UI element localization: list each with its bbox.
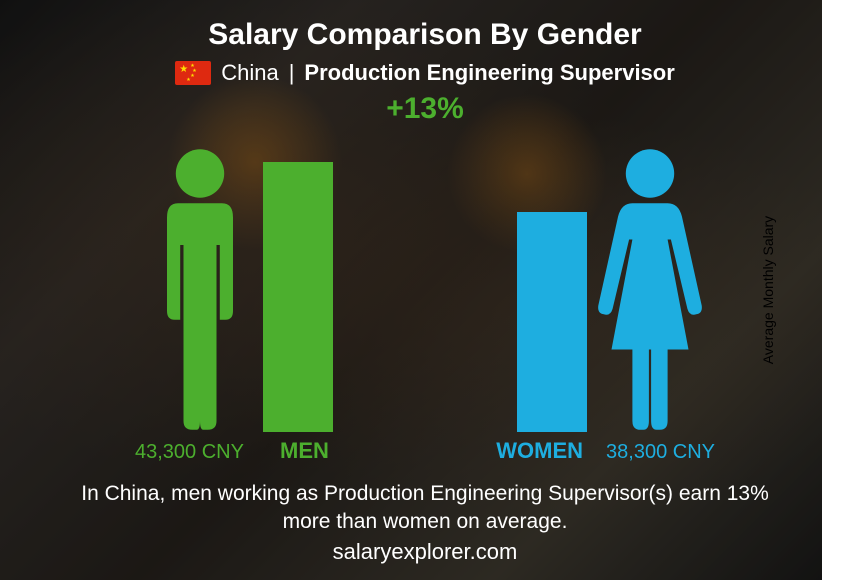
country-label: China bbox=[221, 60, 278, 86]
y-axis-label: Average Monthly Salary bbox=[760, 216, 776, 364]
women-label: WOMEN bbox=[496, 438, 583, 464]
subtitle-row: ★ ★ ★ ★ ★ China | Production Engineering… bbox=[30, 60, 820, 86]
men-group: 43,300 CNY MEN bbox=[145, 146, 333, 432]
job-title-label: Production Engineering Supervisor bbox=[304, 60, 674, 86]
footer-source: salaryexplorer.com bbox=[0, 539, 850, 565]
man-icon bbox=[145, 146, 255, 432]
chart-area: +13% 43,300 CNY MEN 38,300 CNY WOMEN bbox=[75, 92, 775, 432]
women-group: 38,300 CNY WOMEN bbox=[517, 146, 705, 432]
men-label: MEN bbox=[280, 438, 329, 464]
men-salary-value: 43,300 CNY bbox=[135, 441, 244, 464]
china-flag-icon: ★ ★ ★ ★ ★ bbox=[175, 61, 211, 85]
women-salary-value: 38,300 CNY bbox=[606, 441, 715, 464]
woman-icon bbox=[595, 146, 705, 432]
chart-title: Salary Comparison By Gender bbox=[30, 18, 820, 52]
men-bar bbox=[263, 162, 333, 432]
women-bar bbox=[517, 212, 587, 432]
description-text: In China, men working as Production Engi… bbox=[30, 480, 820, 537]
delta-badge: +13% bbox=[386, 92, 464, 126]
content-container: Salary Comparison By Gender ★ ★ ★ ★ ★ Ch… bbox=[0, 0, 850, 580]
separator: | bbox=[289, 60, 295, 86]
